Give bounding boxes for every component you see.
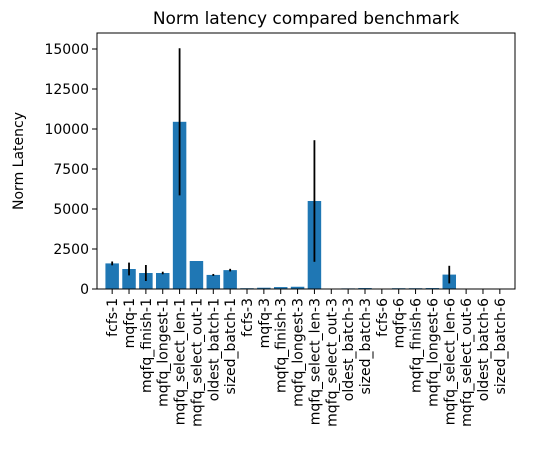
y-tick-label: 15000 — [44, 42, 89, 58]
x-tick-label: mqfq_longest-1 — [156, 298, 172, 407]
x-tick-label: oldest_batch-3 — [341, 298, 357, 401]
bar — [105, 263, 119, 289]
x-tick-label: mqfq_longest-6 — [425, 298, 441, 407]
bar — [223, 270, 237, 289]
plot-frame — [96, 32, 516, 290]
bar — [257, 287, 271, 289]
x-tick-label: mqfq_finish-6 — [409, 298, 425, 393]
bar — [273, 287, 288, 289]
x-tick-label: mqfq_finish-3 — [274, 298, 290, 393]
x-tick-label: fcfs-1 — [105, 298, 121, 337]
x-tick-label: mqfq-1 — [122, 298, 138, 348]
x-tick-label: fcfs-3 — [240, 298, 256, 337]
x-tick-label: oldest_batch-6 — [476, 298, 492, 401]
bars-group — [105, 121, 457, 289]
bar — [189, 261, 204, 289]
bar — [155, 273, 170, 289]
bar — [172, 121, 187, 289]
x-tick-label: oldest_batch-1 — [206, 298, 222, 401]
x-tick-label: mqfq_finish-1 — [139, 298, 155, 393]
x-tick-label: mqfq_select_out-3 — [324, 298, 340, 427]
x-tick-label: mqfq-6 — [392, 298, 408, 348]
chart-title: Norm latency compared benchmark — [153, 9, 460, 29]
bar — [206, 274, 221, 289]
bar — [122, 269, 136, 289]
y-tick-label: 10000 — [44, 122, 89, 138]
y-tick-label: 0 — [80, 282, 89, 298]
x-tick-label: sized_batch-3 — [358, 298, 374, 395]
x-tick-label: fcfs-6 — [375, 298, 391, 337]
y-tick-label: 7500 — [53, 162, 89, 178]
y-axis-label: Norm Latency — [11, 112, 27, 210]
x-tick-label: mqfq_select_len-3 — [307, 298, 323, 425]
x-tick-label: mqfq_select_out-6 — [459, 298, 475, 427]
x-tick-label: sized_batch-1 — [223, 298, 239, 395]
y-tick-label: 5000 — [53, 202, 89, 218]
x-tick-label: mqfq_longest-3 — [291, 298, 307, 407]
y-tick-label: 12500 — [44, 82, 89, 98]
y-tick-label: 2500 — [53, 242, 89, 258]
bar — [290, 286, 305, 289]
x-tick-label: mqfq_select_len-1 — [173, 298, 189, 425]
x-axis: fcfs-1 mqfq-1 mqfq_finish-1 mqfq_longest-1 m… — [105, 289, 509, 427]
x-tick-label: sized_batch-6 — [493, 298, 509, 395]
x-tick-label: mqfq_select_out-1 — [189, 298, 205, 427]
x-tick-label: mqfq_select_len-6 — [442, 298, 458, 425]
y-axis: 0 2500 5000 7500 10000 12500 15000 — [44, 42, 97, 298]
error-bars-group — [111, 48, 451, 284]
x-tick-label: mqfq-3 — [257, 298, 273, 348]
